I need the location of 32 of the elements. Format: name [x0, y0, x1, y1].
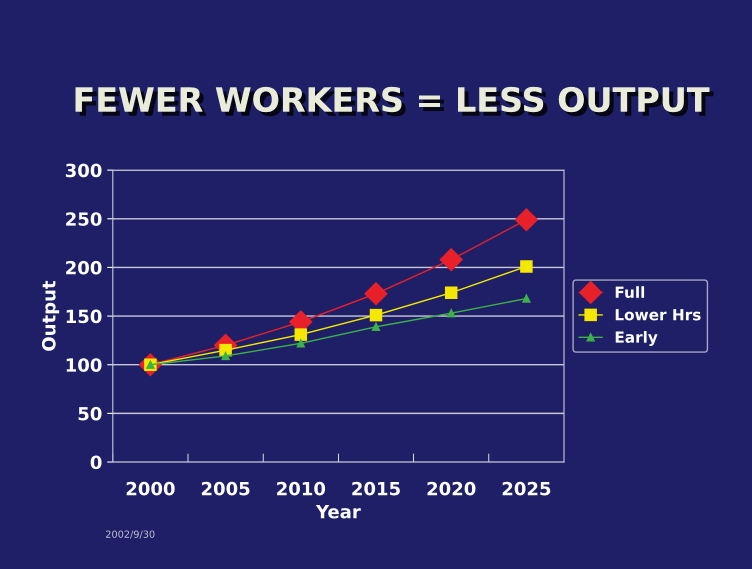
y-tick-label: 100 — [66, 358, 102, 372]
x-tick-label: 2005 — [202, 482, 250, 496]
point — [296, 339, 305, 348]
point — [221, 352, 230, 360]
point — [514, 208, 538, 232]
y-axis-title: Output — [42, 280, 60, 351]
x-tick-label: 2010 — [277, 482, 326, 496]
point — [522, 294, 531, 303]
y-tick-label: 200 — [66, 260, 102, 275]
y-tick-label: 0 — [90, 455, 102, 470]
point — [370, 308, 382, 322]
chart-title: FEWER WORKERS = LESS OUTPUT — [76, 86, 714, 116]
point — [520, 260, 533, 273]
legend-label: Lower Hrs — [616, 309, 701, 320]
legend-label: Early — [616, 331, 658, 346]
x-tick-label: 2000 — [126, 482, 175, 496]
point — [364, 282, 388, 306]
point — [440, 248, 463, 272]
text: 2002/9/30 — [106, 530, 154, 539]
x-tick-label: 2025 — [502, 482, 550, 496]
x-tick-label: 2020 — [428, 482, 476, 496]
x-tick-label: 2015 — [352, 482, 400, 496]
y-tick-label: 50 — [78, 406, 102, 420]
point — [444, 286, 458, 299]
y-tick-label: 250 — [66, 212, 102, 226]
y-tick-label: 150 — [66, 310, 102, 324]
legend-label: Full — [616, 286, 644, 298]
point — [372, 322, 380, 331]
point — [294, 328, 308, 341]
x-axis-title: Year — [316, 505, 361, 518]
y-tick-label: 300 — [66, 164, 102, 178]
point — [447, 308, 456, 318]
